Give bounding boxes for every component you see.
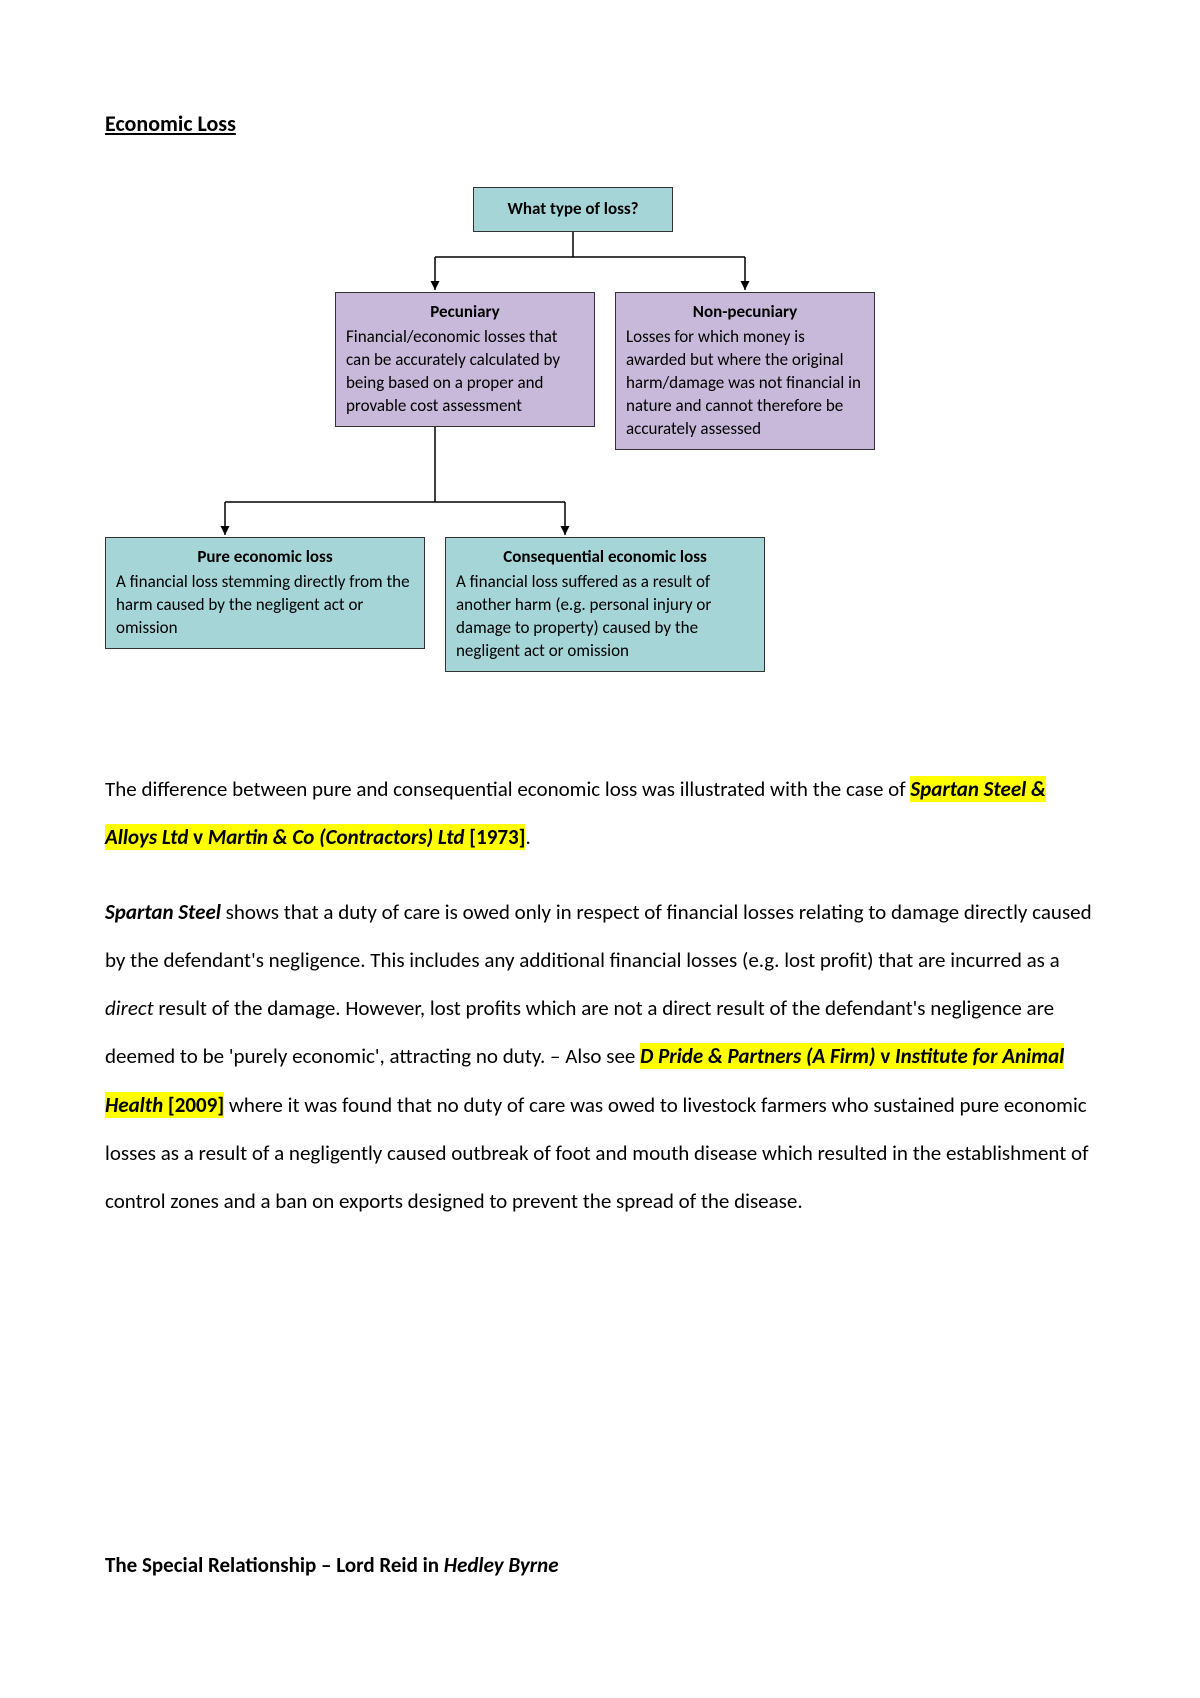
- node-root-label: What type of loss?: [507, 198, 638, 219]
- body-text: The difference between pure and conseque…: [105, 765, 1095, 1226]
- page-title: Economic Loss: [105, 110, 1095, 137]
- case-spartan-year: [1973]: [465, 824, 526, 850]
- node-consequential-body: A financial loss suffered as a result of…: [456, 571, 711, 661]
- node-pecuniary-title: Pecuniary: [346, 301, 584, 324]
- paragraph-2: Spartan Steel shows that a duty of care …: [105, 888, 1095, 1226]
- node-nonpecuniary: Non-pecuniary Losses for which money is …: [615, 292, 875, 450]
- flowchart: What type of loss? Pecuniary Financial/e…: [105, 187, 1095, 747]
- node-pure-title: Pure economic loss: [116, 546, 414, 569]
- case-spartan-b: Martin & Co (Contractors) Ltd: [208, 824, 465, 850]
- subheading-b: Hedley Byrne: [444, 1552, 559, 1578]
- p1-pre: The difference between pure and conseque…: [105, 776, 910, 802]
- p2-c: direct: [105, 995, 154, 1021]
- node-root: What type of loss?: [473, 187, 673, 232]
- p1-post: .: [525, 824, 530, 850]
- case-vs-1: v: [188, 824, 207, 850]
- subheading-a: The Special Relationship – Lord Reid in: [105, 1552, 444, 1578]
- p2-e: where it was found that no duty of care …: [105, 1092, 1088, 1215]
- paragraph-1: The difference between pure and conseque…: [105, 765, 1095, 862]
- node-consequential-title: Consequential economic loss: [456, 546, 754, 569]
- subheading: The Special Relationship – Lord Reid in …: [105, 1552, 559, 1578]
- node-pure-body: A financial loss stemming directly from …: [116, 571, 410, 638]
- node-consequential: Consequential economic loss A financial …: [445, 537, 765, 672]
- node-nonpecuniary-body: Losses for which money is awarded but wh…: [626, 326, 861, 439]
- node-pecuniary: Pecuniary Financial/economic losses that…: [335, 292, 595, 427]
- node-pure: Pure economic loss A financial loss stem…: [105, 537, 425, 649]
- p2-b: shows that a duty of care is owed only i…: [105, 899, 1092, 973]
- p2-a: Spartan Steel: [105, 899, 221, 925]
- case-vs-2: v: [876, 1043, 895, 1069]
- node-pecuniary-body: Financial/economic losses that can be ac…: [346, 326, 560, 416]
- node-nonpecuniary-title: Non-pecuniary: [626, 301, 864, 324]
- case-dpride-a: D Pride & Partners (A Firm): [640, 1043, 876, 1069]
- case-dpride-year: [2009]: [163, 1092, 224, 1118]
